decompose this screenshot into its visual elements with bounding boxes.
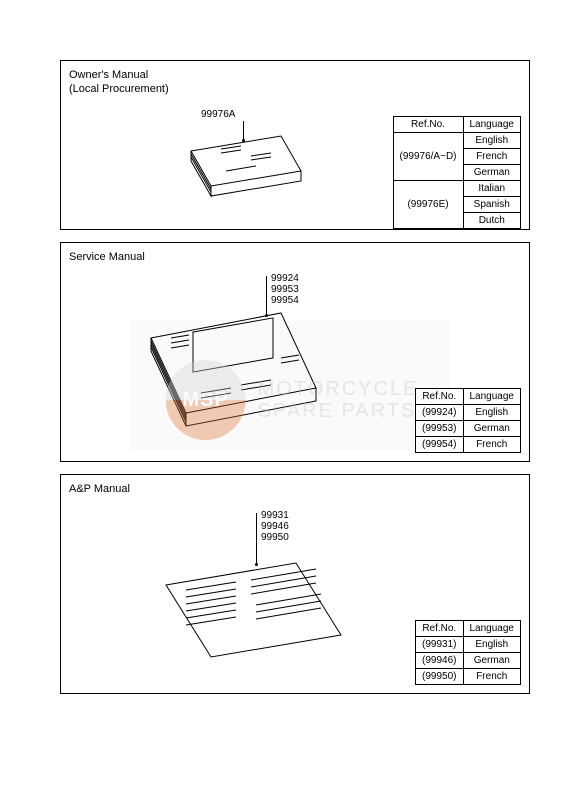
- cell-lang: French: [463, 149, 521, 165]
- service-ref-1: 99924: [271, 273, 299, 284]
- cell-ref: (99953): [416, 421, 463, 437]
- ap-ref-3: 99950: [261, 532, 289, 543]
- cell-lang: English: [463, 637, 521, 653]
- ap-book-icon: [151, 555, 351, 670]
- cell-lang: English: [463, 405, 521, 421]
- cell-ref: (99976E): [393, 181, 463, 229]
- panel-owner: Owner's Manual (Local Procurement) 99976…: [60, 60, 530, 230]
- cell-lang: French: [463, 669, 521, 685]
- cell-lang: Spanish: [463, 197, 521, 213]
- owner-title: Owner's Manual: [69, 69, 521, 81]
- service-book-icon: [131, 303, 331, 438]
- table-header-row: Ref.No. Language: [416, 621, 521, 637]
- cell-ref: (99950): [416, 669, 463, 685]
- cell-lang: Dutch: [463, 213, 521, 229]
- ap-ref-2: 99946: [261, 521, 289, 532]
- ap-title: A&P Manual: [69, 483, 521, 495]
- service-ref-label: 99924 99953 99954: [271, 273, 299, 306]
- ap-ref-label: 99931 99946 99950: [261, 510, 289, 543]
- table-header-row: Ref.No. Language: [416, 389, 521, 405]
- panel-ap: A&P Manual 99931 99946 99950: [60, 474, 530, 694]
- col-language: Language: [463, 117, 521, 133]
- cell-lang: French: [463, 437, 521, 453]
- cell-ref: (99954): [416, 437, 463, 453]
- table-row: (99954) French: [416, 437, 521, 453]
- cell-lang: German: [463, 421, 521, 437]
- cell-ref: (99931): [416, 637, 463, 653]
- service-ref-2: 99953: [271, 284, 299, 295]
- cell-lang: German: [463, 165, 521, 181]
- ap-table: Ref.No. Language (99931) English (99946)…: [415, 620, 521, 685]
- table-row: (99976E) Italian: [393, 181, 520, 197]
- col-language: Language: [463, 621, 521, 637]
- table-row: (99950) French: [416, 669, 521, 685]
- owner-book-icon: [181, 131, 311, 206]
- cell-ref: (99924): [416, 405, 463, 421]
- panel-service: Service Manual 99924 99953 99954: [60, 242, 530, 462]
- col-refno: Ref.No.: [416, 621, 463, 637]
- table-row: (99976/A~D) English: [393, 133, 520, 149]
- cell-ref: (99976/A~D): [393, 133, 463, 181]
- cell-lang: German: [463, 653, 521, 669]
- col-refno: Ref.No.: [393, 117, 463, 133]
- owner-ref-label: 99976A: [201, 109, 235, 120]
- cell-ref: (99946): [416, 653, 463, 669]
- service-title: Service Manual: [69, 251, 521, 263]
- table-row: (99924) English: [416, 405, 521, 421]
- diagram-container: Owner's Manual (Local Procurement) 99976…: [60, 60, 530, 706]
- table-row: (99953) German: [416, 421, 521, 437]
- cell-lang: English: [463, 133, 521, 149]
- cell-lang: Italian: [463, 181, 521, 197]
- owner-table: Ref.No. Language (99976/A~D) English Fre…: [393, 116, 521, 229]
- owner-subtitle: (Local Procurement): [69, 83, 521, 95]
- col-refno: Ref.No.: [416, 389, 463, 405]
- col-language: Language: [463, 389, 521, 405]
- ap-ref-1: 99931: [261, 510, 289, 521]
- table-row: (99931) English: [416, 637, 521, 653]
- table-row: (99946) German: [416, 653, 521, 669]
- service-table: Ref.No. Language (99924) English (99953)…: [415, 388, 521, 453]
- table-header-row: Ref.No. Language: [393, 117, 520, 133]
